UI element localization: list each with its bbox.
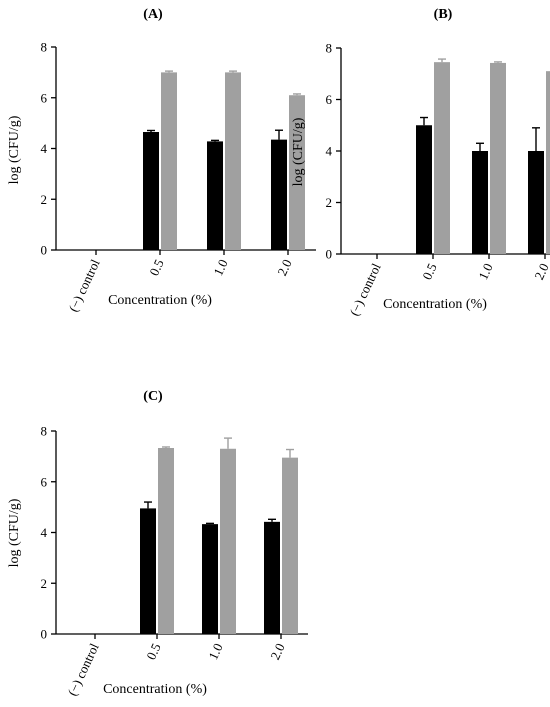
panel-1-x-tick-label: 1.0 bbox=[210, 257, 230, 278]
panel-1-bar bbox=[207, 141, 223, 250]
panel-1-y-tick-label: 4 bbox=[41, 141, 48, 156]
panel-2-bar bbox=[490, 62, 506, 255]
panel-3-y-tick-label: 6 bbox=[41, 474, 48, 489]
panel-1-x-tick-label: 2.0 bbox=[274, 257, 294, 278]
panel-1-x-tick-label: (−) control bbox=[65, 257, 102, 315]
panel-1-x-tick-label: 0.5 bbox=[146, 257, 166, 278]
panel-2-bar bbox=[416, 125, 432, 254]
panel-1-bar bbox=[289, 95, 305, 251]
panel-1-title: (A) bbox=[143, 7, 163, 22]
panel-3-bar bbox=[282, 457, 298, 634]
panel-2-x-tick-label: 1.0 bbox=[475, 261, 495, 282]
panel-3-y-tick-label: 2 bbox=[41, 576, 48, 591]
panel-2-y-tick-label: 2 bbox=[326, 195, 333, 210]
panel-1-bar bbox=[225, 72, 241, 250]
panel-2-y-tick-label: 6 bbox=[326, 92, 333, 107]
panel-1-bar bbox=[161, 72, 177, 250]
panel-2-x-axis-label: Concentration (%) bbox=[383, 297, 487, 312]
panel-1-bar bbox=[143, 132, 159, 250]
panel-2-y-axis-label: log (CFU/g) bbox=[291, 117, 306, 186]
panel-2-bar bbox=[528, 151, 544, 254]
panel-3-y-tick-label: 4 bbox=[41, 525, 48, 540]
panel-2-x-tick-label: 2.0 bbox=[531, 261, 550, 282]
panel-2-x-tick-label: (−) control bbox=[346, 261, 383, 319]
panel-2-bar bbox=[472, 151, 488, 254]
panel-3-x-tick-label: 1.0 bbox=[205, 641, 225, 662]
panel-1-y-tick-label: 2 bbox=[41, 192, 48, 207]
panel-3-y-tick-label: 8 bbox=[41, 424, 48, 439]
panel-3-bar bbox=[264, 521, 280, 634]
panel-2-x-tick-label: 0.5 bbox=[419, 261, 439, 282]
panel-3-bar bbox=[202, 524, 218, 634]
panel-3-x-axis-label: Concentration (%) bbox=[103, 682, 207, 697]
panel-1-y-axis-label: log (CFU/g) bbox=[7, 115, 22, 184]
panel-2-y-tick-label: 0 bbox=[326, 247, 333, 262]
panel-2-y-tick-label: 8 bbox=[326, 41, 333, 56]
panel-2-bar bbox=[434, 62, 450, 254]
panel-3-y-axis-label: log (CFU/g) bbox=[7, 498, 22, 567]
panel-3-bar bbox=[140, 508, 156, 634]
panel-3-bar bbox=[158, 448, 174, 634]
panel-1-y-tick-label: 0 bbox=[41, 243, 48, 258]
panel-3-y-tick-label: 0 bbox=[41, 627, 48, 642]
panel-3-title: (C) bbox=[143, 389, 163, 404]
panel-1-bar bbox=[271, 139, 287, 250]
panel-3-x-tick-label: 0.5 bbox=[143, 641, 163, 662]
panel-2-y-tick-label: 4 bbox=[326, 144, 333, 159]
panel-1-y-tick-label: 6 bbox=[41, 90, 48, 105]
panel-3-x-tick-label: 2.0 bbox=[267, 641, 287, 662]
panel-2-bar bbox=[546, 71, 550, 254]
panel-3-x-tick-label: (−) control bbox=[64, 641, 101, 699]
panel-1-y-tick-label: 8 bbox=[41, 40, 48, 55]
panel-2-title: (B) bbox=[434, 7, 453, 22]
panel-3-bar bbox=[220, 448, 236, 634]
panel-1-x-axis-label: Concentration (%) bbox=[108, 293, 212, 308]
